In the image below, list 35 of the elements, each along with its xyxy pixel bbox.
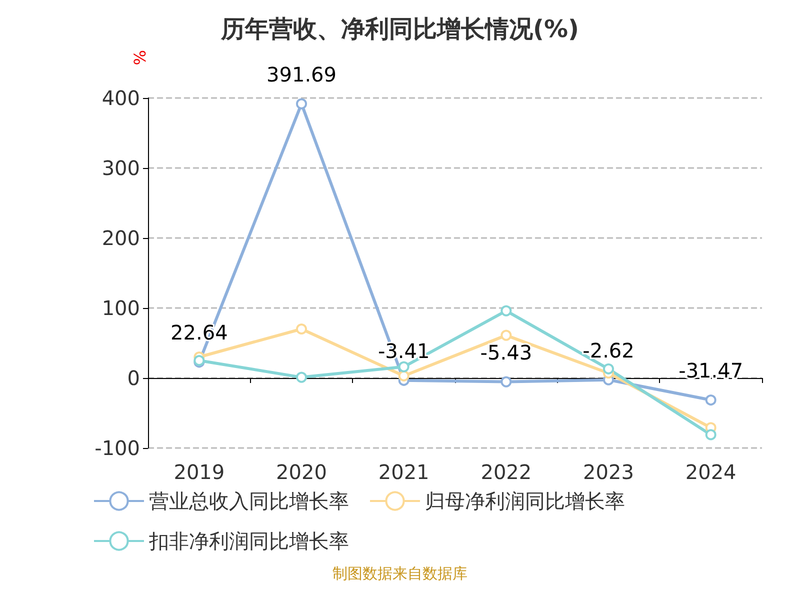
x-tick-label: 2024 bbox=[685, 460, 736, 484]
x-tick-label: 2023 bbox=[583, 460, 634, 484]
legend-label: 归母净利润同比增长率 bbox=[425, 489, 625, 513]
data-label: 22.64 bbox=[170, 320, 228, 345]
y-tick-label: 0 bbox=[127, 366, 140, 390]
point bbox=[705, 429, 716, 440]
x-tick-label: 2021 bbox=[378, 460, 430, 484]
point bbox=[296, 372, 307, 383]
point bbox=[603, 363, 614, 374]
data-label: -5.43 bbox=[480, 340, 532, 364]
data-label: -2.62 bbox=[582, 338, 634, 362]
data-label: -3.41 bbox=[378, 338, 430, 363]
point bbox=[500, 376, 512, 388]
point bbox=[705, 394, 716, 406]
chart-title: 历年营收、净利同比增长情况(%) bbox=[220, 15, 579, 43]
x-tick-label: 2020 bbox=[276, 460, 327, 484]
legend-label: 扣非净利润同比增长率 bbox=[148, 529, 349, 553]
point bbox=[398, 361, 410, 372]
x-tick-label: 2022 bbox=[480, 460, 532, 484]
data-label: 391.69 bbox=[266, 62, 336, 86]
y-tick-label: 300 bbox=[102, 156, 140, 180]
point bbox=[296, 98, 307, 110]
y-tick-label: 100 bbox=[102, 296, 140, 320]
y-axis-title: % bbox=[130, 50, 150, 66]
point bbox=[398, 370, 410, 382]
point bbox=[500, 305, 512, 316]
x-tick-label: 2019 bbox=[174, 460, 225, 484]
legend-label: 营业总收入同比增长率 bbox=[149, 489, 349, 513]
y-tick-label: 200 bbox=[102, 226, 140, 250]
y-tick-label: 400 bbox=[102, 86, 140, 110]
data-label: -31.47 bbox=[678, 358, 744, 383]
y-tick-label: -100 bbox=[94, 436, 140, 460]
point bbox=[296, 324, 307, 334]
point bbox=[500, 330, 512, 341]
text: 制图数据来自数据库 bbox=[332, 564, 468, 582]
